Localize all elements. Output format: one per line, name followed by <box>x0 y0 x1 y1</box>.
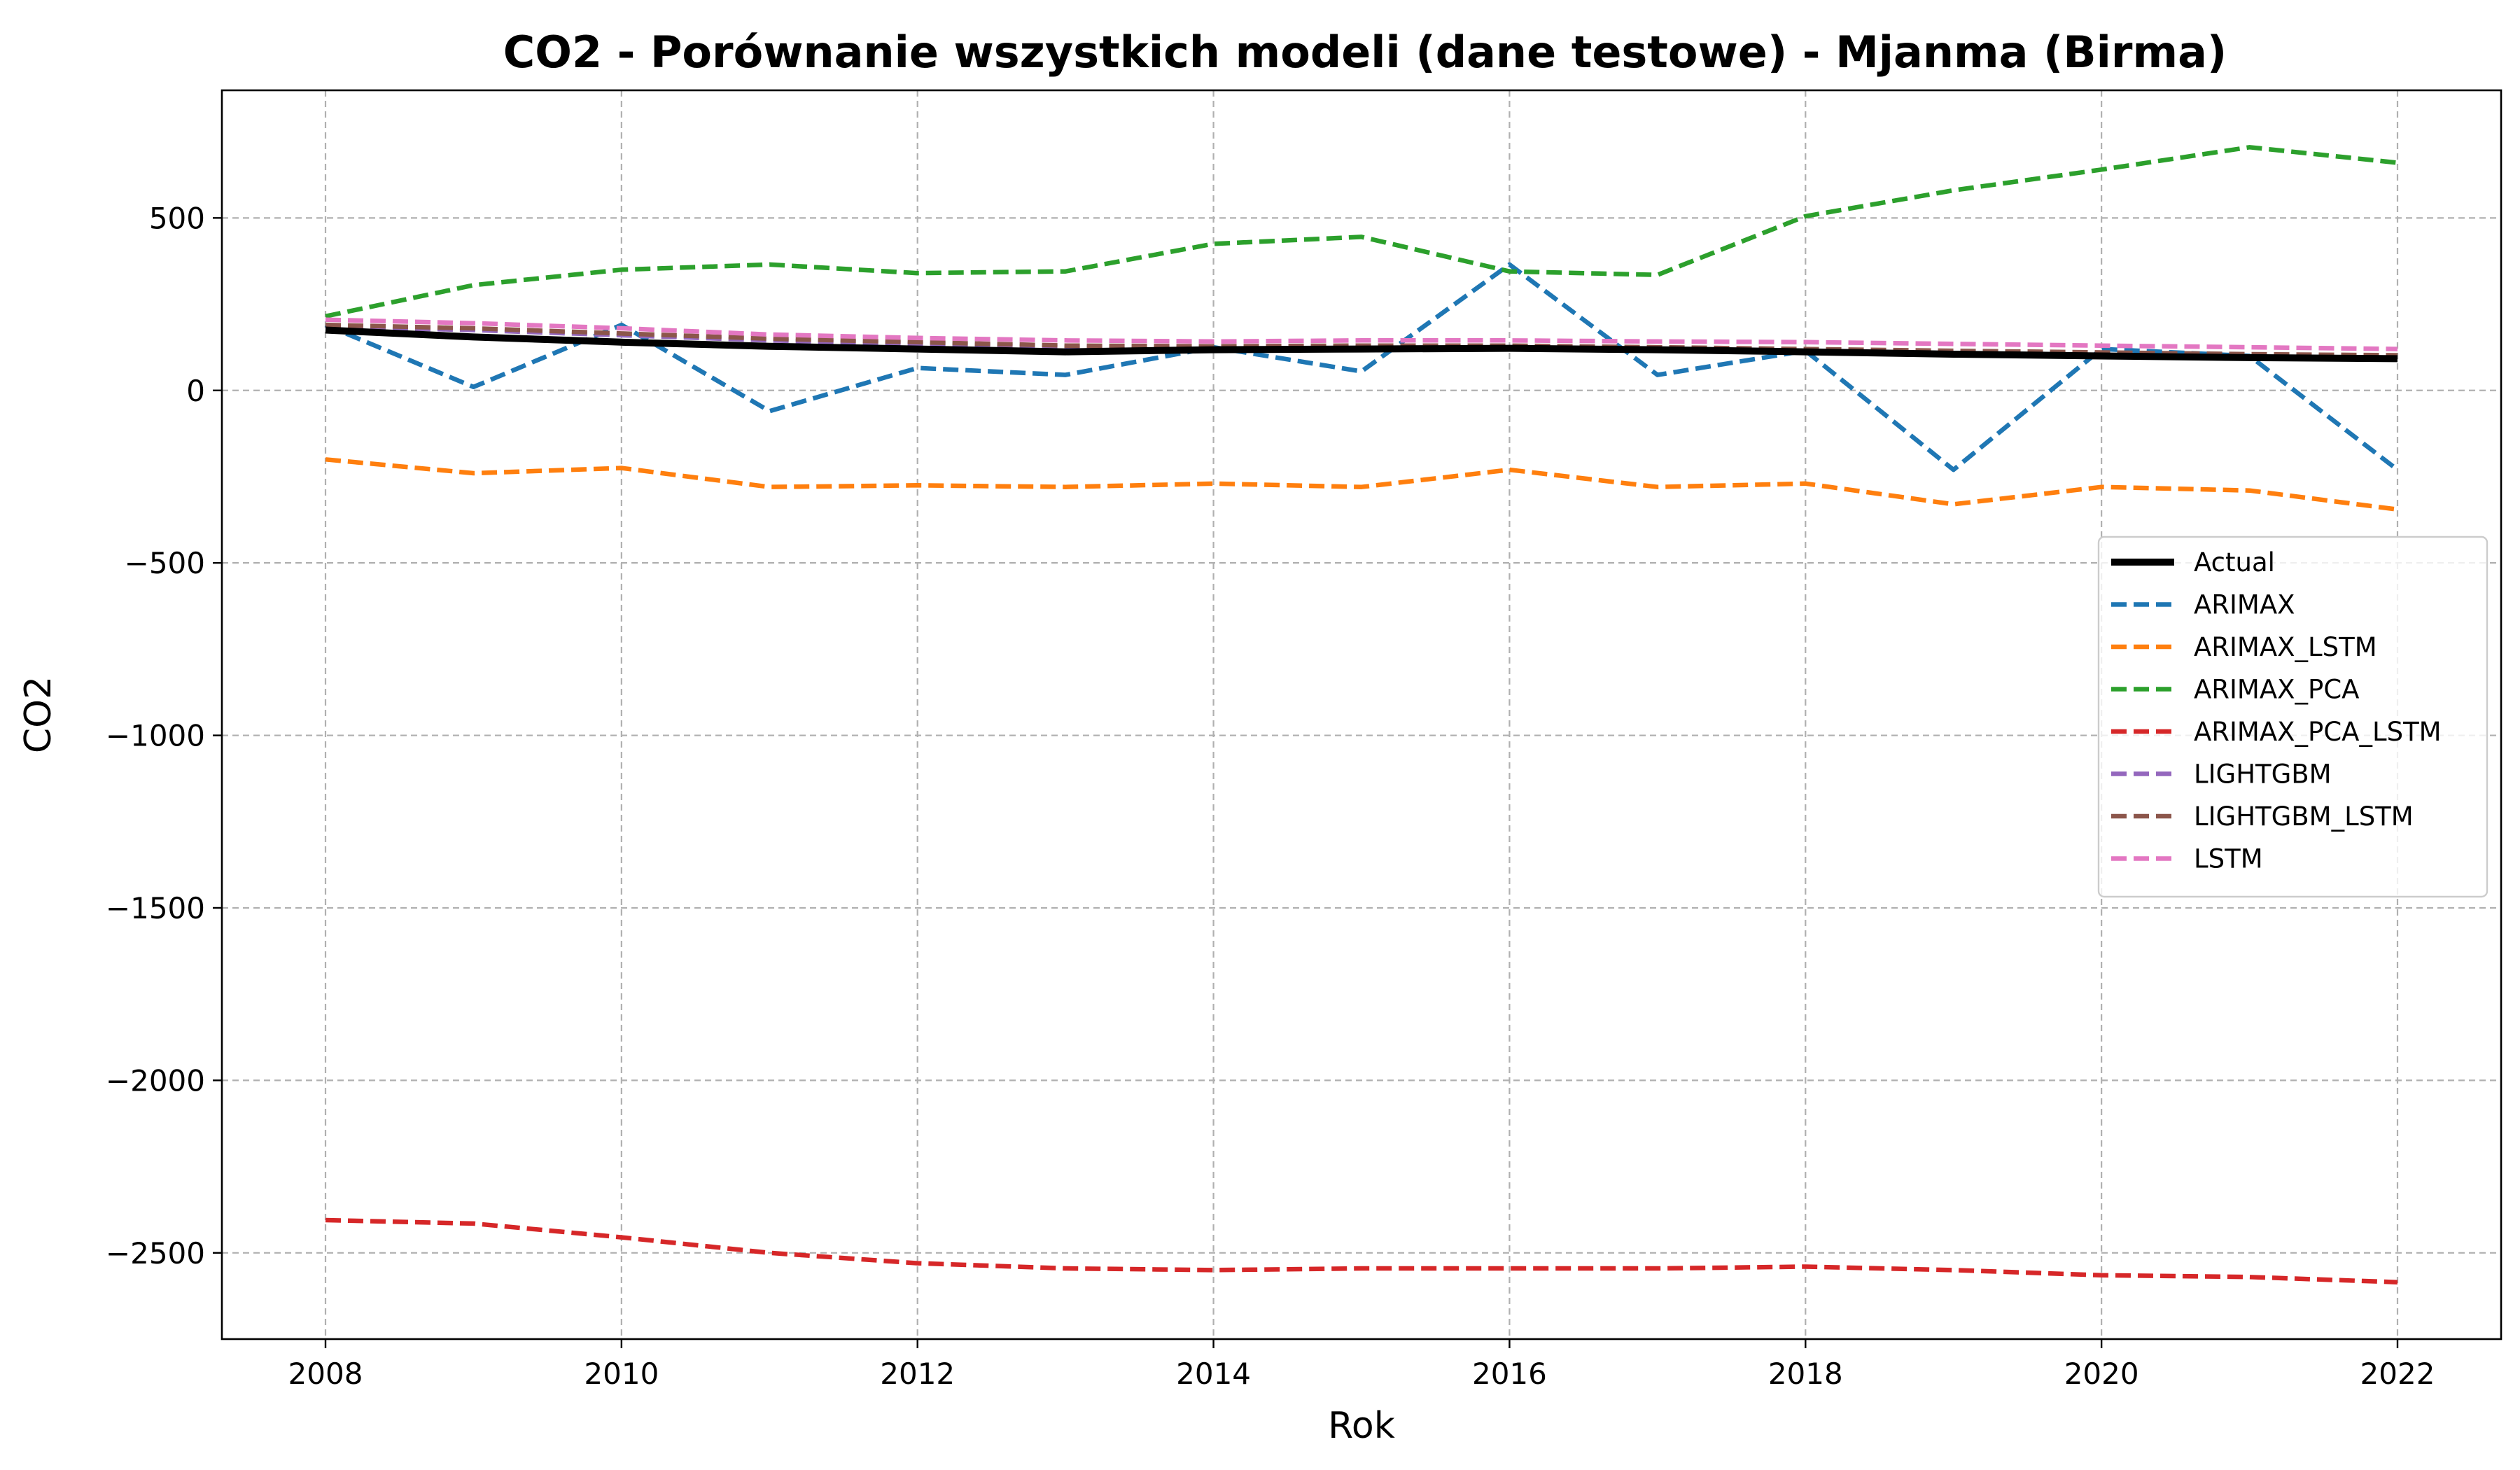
x-tick-label: 2010 <box>584 1357 659 1391</box>
y-tick-label: −2500 <box>106 1236 205 1270</box>
legend-box <box>2097 536 2488 898</box>
grid-lines <box>222 90 2501 1339</box>
legend-label: LIGHTGBM <box>2194 760 2332 790</box>
series-lines <box>324 145 2399 1284</box>
legend-label: ARIMAX <box>2194 590 2295 620</box>
y-axis-label: CO2 <box>18 676 59 753</box>
series-line-arimax <box>324 262 2399 472</box>
y-tick-label: 500 <box>149 201 205 235</box>
legend: Actual ARIMAX ARIMAX_LSTM ARIMAX_PCA ARIMAX_… <box>2097 536 2488 898</box>
y-tick-label: −500 <box>125 546 205 580</box>
axis-ticks: 2008 2010 2012 2014 2016 2018 2020 2022 500 0 −500… <box>106 201 2435 1391</box>
y-tick-label: 0 <box>186 374 205 408</box>
x-tick-label: 2022 <box>2360 1357 2435 1391</box>
legend-label: ARIMAX_PCA <box>2194 675 2359 705</box>
x-tick-label: 2008 <box>288 1357 363 1391</box>
legend-label: LIGHTGBM_LSTM <box>2194 802 2414 832</box>
x-tick-label: 2018 <box>1768 1357 1843 1391</box>
legend-label: LSTM <box>2194 844 2263 874</box>
x-tick-label: 2020 <box>2064 1357 2139 1391</box>
legend-label: ARIMAX_LSTM <box>2194 632 2377 662</box>
chart-title: CO2 - Porównanie wszystkich modeli (dane… <box>503 27 2227 78</box>
series-line-arimax-lstm <box>325 457 2398 512</box>
legend-label: Actual <box>2194 547 2275 578</box>
x-tick-label: 2012 <box>880 1357 955 1391</box>
legend-label: ARIMAX_PCA_LSTM <box>2194 717 2442 747</box>
x-axis-label: Rok <box>1328 1405 1395 1447</box>
series-line-lstm <box>325 317 2398 351</box>
x-tick-label: 2014 <box>1176 1357 1251 1391</box>
plot-frame <box>220 89 2502 1340</box>
y-tick-label: −1500 <box>106 891 205 925</box>
y-tick-label: −2000 <box>106 1063 205 1098</box>
y-tick-label: −1000 <box>106 719 205 753</box>
series-line-actual <box>325 326 2398 363</box>
series-line-arimax-pca-lstm <box>325 1217 2398 1284</box>
x-tick-label: 2016 <box>1472 1357 1547 1391</box>
series-line-arimax-pca <box>325 145 2398 318</box>
